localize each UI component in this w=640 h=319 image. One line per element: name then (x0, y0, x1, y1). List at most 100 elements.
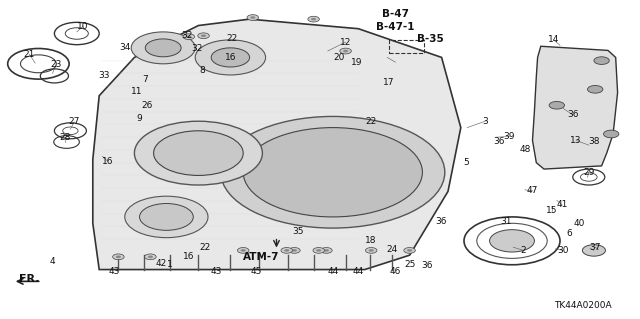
Circle shape (490, 230, 534, 252)
Circle shape (549, 101, 564, 109)
Text: 36: 36 (567, 110, 579, 119)
Text: 3: 3 (483, 117, 488, 126)
Text: 43: 43 (108, 267, 120, 276)
Text: 11: 11 (131, 87, 142, 96)
Text: 19: 19 (351, 58, 363, 67)
Bar (389, 40, 424, 53)
Circle shape (308, 16, 319, 22)
Text: 36: 36 (422, 261, 433, 270)
Circle shape (343, 50, 348, 52)
Text: 40: 40 (573, 219, 585, 228)
Circle shape (198, 33, 209, 39)
Circle shape (340, 48, 351, 54)
Circle shape (311, 18, 316, 20)
Text: 6: 6 (567, 229, 572, 238)
Text: 7: 7 (143, 75, 148, 84)
Text: 13: 13 (570, 136, 582, 145)
Text: 16: 16 (225, 53, 236, 62)
Text: 47: 47 (527, 186, 538, 195)
Text: B-35: B-35 (417, 34, 444, 44)
Circle shape (321, 248, 332, 253)
Text: 4: 4 (50, 257, 55, 266)
Text: 22: 22 (365, 117, 377, 126)
Circle shape (237, 248, 249, 253)
Text: 2: 2 (521, 246, 526, 255)
Text: 45: 45 (250, 267, 262, 276)
Text: 44: 44 (327, 267, 339, 276)
Circle shape (404, 248, 415, 253)
Circle shape (148, 256, 153, 258)
Text: FR.: FR. (19, 274, 40, 284)
Text: 16: 16 (183, 252, 195, 261)
Circle shape (241, 249, 246, 252)
Circle shape (289, 248, 300, 253)
Text: B-47-1: B-47-1 (376, 22, 415, 32)
Circle shape (186, 35, 191, 38)
Text: 1: 1 (167, 260, 172, 269)
Circle shape (145, 254, 156, 260)
Text: 25: 25 (404, 260, 415, 269)
Circle shape (313, 248, 324, 253)
Text: 37: 37 (589, 243, 601, 252)
Polygon shape (532, 46, 618, 169)
Circle shape (316, 249, 321, 252)
Text: 31: 31 (500, 217, 511, 226)
Circle shape (324, 249, 329, 252)
Polygon shape (93, 19, 461, 270)
Text: 46: 46 (390, 267, 401, 276)
Circle shape (211, 48, 250, 67)
Text: 35: 35 (292, 227, 303, 236)
Text: 41: 41 (556, 200, 568, 209)
Text: 39: 39 (504, 132, 515, 141)
Text: B-47: B-47 (382, 9, 409, 19)
Circle shape (221, 116, 445, 228)
Text: 30: 30 (557, 246, 569, 255)
Circle shape (594, 57, 609, 64)
Text: 8: 8 (200, 66, 205, 75)
Text: 17: 17 (383, 78, 395, 87)
Circle shape (140, 204, 193, 230)
Circle shape (195, 40, 266, 75)
Circle shape (154, 131, 243, 175)
Circle shape (284, 249, 289, 252)
Text: 23: 23 (51, 60, 62, 69)
Text: 36: 36 (493, 137, 505, 146)
Text: 27: 27 (68, 117, 80, 126)
Circle shape (604, 130, 619, 138)
Text: 29: 29 (583, 168, 595, 177)
Text: 12: 12 (340, 38, 351, 47)
Circle shape (281, 248, 292, 253)
Text: 18: 18 (365, 236, 377, 245)
Circle shape (407, 249, 412, 252)
Text: 48: 48 (519, 145, 531, 154)
Circle shape (582, 245, 605, 256)
Text: 28: 28 (60, 133, 71, 142)
Text: 32: 32 (181, 31, 193, 40)
Text: 20: 20 (333, 53, 345, 62)
Text: 22: 22 (199, 243, 211, 252)
Circle shape (134, 121, 262, 185)
Text: 5: 5 (463, 158, 468, 167)
Circle shape (247, 15, 259, 20)
Text: 42: 42 (156, 259, 167, 268)
Text: 24: 24 (387, 245, 398, 254)
Circle shape (201, 34, 206, 37)
Circle shape (250, 16, 255, 19)
Circle shape (145, 39, 181, 57)
Text: 21: 21 (24, 50, 35, 59)
Text: 15: 15 (546, 206, 557, 215)
Circle shape (113, 254, 124, 260)
Text: 38: 38 (588, 137, 600, 146)
Circle shape (116, 256, 121, 258)
Text: 16: 16 (102, 157, 113, 166)
Circle shape (183, 34, 195, 40)
Text: 26: 26 (141, 101, 153, 110)
Text: 34: 34 (119, 43, 131, 52)
Text: 10: 10 (77, 22, 89, 31)
Text: 32: 32 (191, 44, 203, 53)
Circle shape (243, 128, 422, 217)
Text: 22: 22 (226, 34, 237, 43)
Circle shape (292, 249, 297, 252)
Text: ATM-7: ATM-7 (243, 252, 280, 262)
Text: 9: 9 (137, 114, 142, 122)
